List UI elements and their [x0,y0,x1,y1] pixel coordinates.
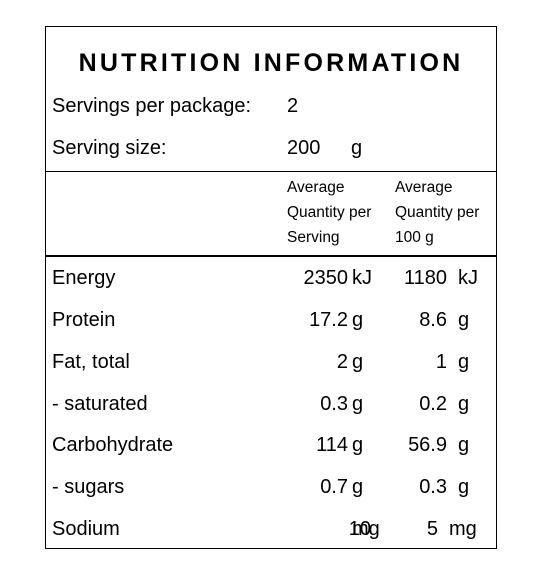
panel-title: NUTRITION INFORMATION [78,49,464,77]
header-line: Average [395,179,453,196]
per100-unit: g [458,393,470,415]
per100-unit: g [458,309,470,331]
nutrient-name: Protein [52,309,116,331]
serving-unit: g [352,351,364,373]
per100-unit: g [458,476,470,498]
servings-per-package-label: Servings per package: [52,95,252,117]
per100-unit: mg [449,518,477,540]
nutrient-name: Fat, total [52,351,130,373]
serving-value: 0.7 [320,476,348,498]
header-line: Quantity per [287,204,372,221]
serving-value: 17.2 [309,309,348,331]
serving-size-value: 200 [287,137,321,159]
servings-per-package-value: 2 [287,95,299,117]
serving-size-label: Serving size: [52,137,167,159]
serving-unit: g [352,393,364,415]
serving-value: 114 [316,434,348,456]
nutrient-name: - saturated [52,393,148,415]
serving-value: 10 [348,518,371,540]
per100-value: 8.6 [419,309,447,331]
per100-value: 1180 [403,267,447,289]
per100-value: 1 [435,351,447,373]
nutrient-name: Energy [52,267,116,289]
header-divider [46,171,496,172]
serving-value: 2 [336,351,348,373]
column-header-per-serving: Average Quantity per Serving [287,175,371,250]
serving-value: 0.3 [320,393,348,415]
nutrition-panel: NUTRITION INFORMATION Servings per packa… [45,26,497,549]
table-divider [46,255,496,257]
per100-value: 5 [426,518,438,540]
per100-unit: g [458,351,470,373]
per100-value: 0.3 [419,476,447,498]
per100-value: 56.9 [408,434,447,456]
nutrient-name: - sugars [52,476,125,498]
nutrient-name: Sodium [52,518,120,540]
serving-unit: g [352,434,364,456]
header-line: Quantity per [395,204,480,221]
per100-unit: kJ [458,267,478,289]
header-line: 100 g [395,229,434,246]
serving-unit: mg [352,518,380,540]
serving-size-unit: g [351,137,363,159]
nutrient-name: Carbohydrate [52,434,174,456]
serving-unit: g [352,309,364,331]
per100-value: 0.2 [419,393,447,415]
serving-unit: kJ [352,267,372,289]
serving-unit: g [352,476,364,498]
per100-unit: g [458,434,470,456]
column-header-per-100g: Average Quantity per 100 g [395,175,479,250]
header-line: Average [287,179,345,196]
header-line: Serving [287,229,340,246]
serving-value: 2350 [303,267,349,289]
